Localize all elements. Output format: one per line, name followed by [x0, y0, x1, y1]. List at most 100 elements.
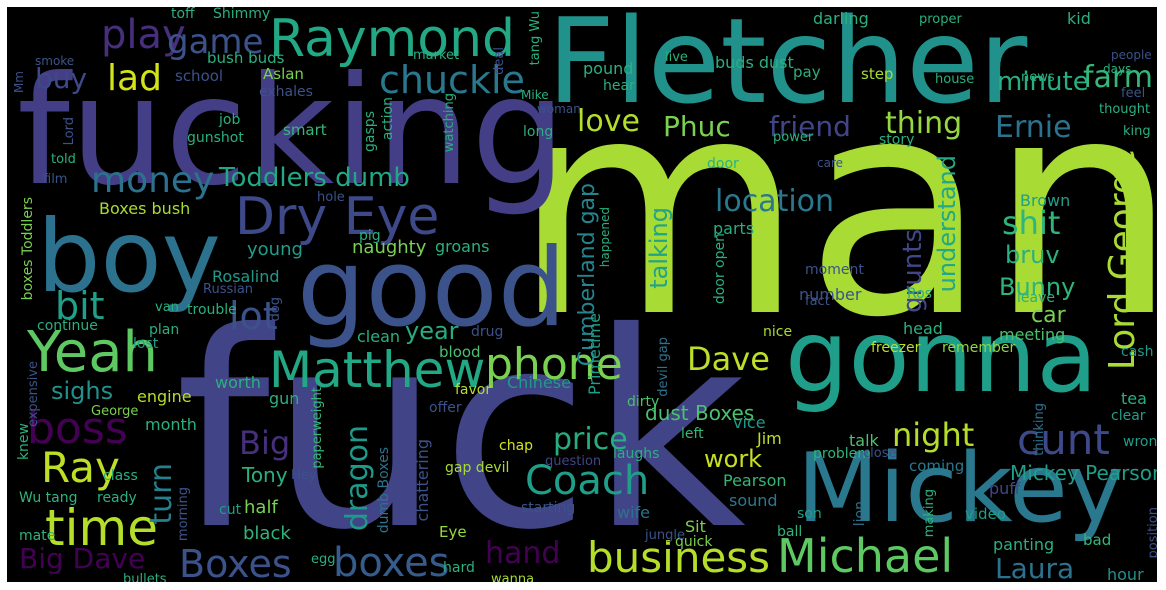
word-people: people: [1111, 48, 1152, 62]
word-puff: puff: [989, 479, 1021, 498]
word-dumb-boxes: dumb Boxes: [376, 447, 392, 534]
word-number: number: [799, 285, 862, 304]
word-house: house: [935, 72, 975, 87]
word-coach: Coach: [525, 458, 650, 504]
word-morning: morning: [176, 487, 191, 542]
word-class: class: [103, 468, 138, 484]
word-chap: chap: [499, 438, 534, 454]
word-tony: Tony: [242, 463, 288, 487]
word-engine: engine: [137, 387, 192, 406]
word-parts: parts: [713, 219, 755, 238]
word-shit: shit: [1002, 204, 1061, 242]
word-sighs: sighs: [51, 377, 114, 405]
word-rosalind: Rosalind: [212, 267, 280, 286]
word-ready: ready: [97, 490, 137, 506]
word-boss: boss: [27, 403, 128, 454]
word-boxes-cap: Boxes: [179, 542, 292, 582]
word-pay: pay: [793, 63, 821, 81]
word-talk: talk: [849, 431, 879, 450]
word-egg: egg: [311, 552, 336, 567]
word-dry-eye: Dry Eye: [235, 187, 440, 247]
word-plan: plan: [149, 322, 180, 338]
word-thing: thing: [885, 106, 963, 141]
word-feel: feel: [1121, 86, 1146, 101]
word-groans: groans: [435, 237, 490, 256]
word-problem: problem: [813, 446, 871, 462]
word-hey: Hey: [291, 468, 317, 483]
word-turn: turn: [144, 463, 179, 525]
word-business: business: [587, 533, 771, 582]
word-question: question: [545, 454, 602, 469]
word-remember: remember: [942, 340, 1016, 356]
word-mickey-pearson: Mickey Pearson: [1010, 461, 1157, 485]
word-bullets: bullets: [123, 572, 167, 582]
word-expensive: expensive: [26, 361, 41, 428]
word-bit: bit: [55, 284, 105, 328]
word-blood: blood: [439, 343, 481, 361]
word-sound: sound: [729, 491, 778, 510]
word-offer: offer: [429, 400, 462, 416]
word-left: left: [681, 426, 704, 442]
word-car: car: [1031, 303, 1066, 328]
word-door-open: door open: [712, 233, 728, 305]
word-bunny: Bunny: [999, 273, 1076, 301]
word-year: year: [405, 317, 459, 345]
word-making: making: [922, 489, 937, 538]
word-friend: friend: [769, 110, 851, 143]
word-play: play: [101, 12, 186, 58]
word-pearson: Pearson: [723, 471, 787, 490]
word-gun: gun: [269, 389, 300, 408]
word-raymond: Raymond: [269, 9, 516, 69]
word-thinking: thinking: [1032, 403, 1047, 456]
word-aslan: Aslan: [263, 65, 304, 83]
word-toff: toff: [171, 7, 195, 22]
word-night: night: [892, 416, 975, 454]
word-half: half: [244, 497, 278, 518]
word-story: story: [879, 132, 915, 148]
word-leave: leave: [1017, 290, 1055, 306]
word-tang-wu: tang Wu: [528, 11, 543, 66]
word-gonna: gonna: [785, 298, 1098, 415]
word-ros: Ros: [907, 286, 932, 302]
word-bad: bad: [1083, 531, 1112, 549]
word-quick: quick: [675, 534, 713, 550]
word-happened: happened: [598, 207, 612, 268]
word-eye: Eye: [439, 523, 467, 541]
word-freezer: freezer: [871, 340, 921, 356]
word-matthew: Matthew: [269, 341, 486, 399]
word-phone: phone: [485, 339, 623, 390]
word-big-dave: Big Dave: [19, 542, 146, 575]
word-smart: smart: [283, 121, 327, 139]
word-chattering: chattering: [413, 439, 432, 522]
word-boy: boy: [37, 198, 221, 315]
word-dave: Dave: [687, 340, 770, 378]
word-woman: woman: [537, 102, 581, 116]
word-dog: dog: [268, 297, 283, 322]
word-boxes-bush: Boxes bush: [99, 199, 191, 218]
word-trouble: trouble: [187, 302, 237, 318]
word-drug: drug: [471, 324, 504, 340]
word-george: George: [91, 404, 139, 419]
word-news: news: [1021, 70, 1055, 85]
word-care: care: [817, 156, 844, 170]
word-cash: cash: [1121, 344, 1154, 360]
word-cut: cut: [219, 502, 242, 518]
word-love: love: [577, 104, 640, 139]
word-continue: continue: [37, 318, 98, 334]
word-buy: buy: [35, 62, 88, 95]
word-kid: kid: [1067, 9, 1091, 28]
word-clean: clean: [357, 327, 401, 346]
word-cunt: cunt: [1017, 415, 1110, 464]
word-laughs: laughs: [613, 446, 660, 462]
word-bush-buds: bush buds: [207, 49, 285, 67]
word-mike: Mike: [521, 88, 549, 102]
word-head: head: [903, 319, 943, 338]
word-fuck: fuck: [175, 274, 746, 582]
word-knew: knew: [16, 423, 32, 461]
word-clear: clear: [1111, 408, 1146, 424]
word-vice: vice: [733, 413, 766, 432]
word-darling: darling: [813, 9, 869, 28]
word-shimmy: Shimmy: [213, 7, 271, 22]
word-lord-george: Lord George: [1102, 149, 1143, 371]
word-big: Big: [239, 424, 291, 462]
